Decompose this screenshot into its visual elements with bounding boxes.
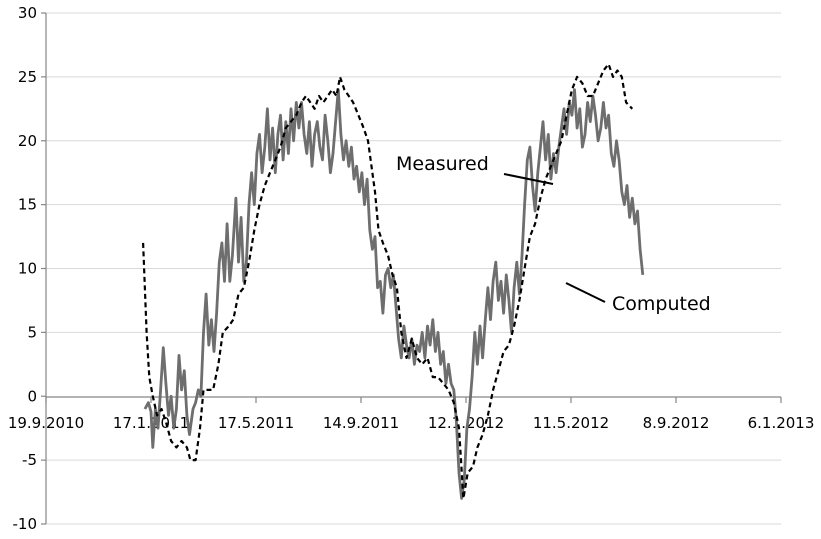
series-line-measured xyxy=(143,88,645,500)
y-tick-label: -5 xyxy=(22,451,37,469)
gridlines xyxy=(46,12,781,525)
y-tick-label: 0 xyxy=(27,387,37,405)
series-line-computed xyxy=(142,62,634,500)
annotation-leader-measured xyxy=(503,173,554,185)
x-tick-label: 11.5.2012 xyxy=(533,414,609,432)
series-group xyxy=(142,62,645,500)
annotation-leader-computed xyxy=(565,282,606,303)
y-tick-label: -10 xyxy=(13,515,38,533)
x-tick-label: 14.9.2011 xyxy=(323,414,399,432)
y-tick-label: 25 xyxy=(18,68,37,86)
x-tick-label: 19.9.2010 xyxy=(8,414,84,432)
annotations: Measured Computed xyxy=(396,153,711,315)
x-tick-label: 17.5.2011 xyxy=(218,414,294,432)
x-tick-label: 6.1.2013 xyxy=(748,414,815,432)
y-tick-label: 15 xyxy=(18,196,37,214)
y-tick-label: 10 xyxy=(18,260,37,278)
y-tick-label: 5 xyxy=(27,323,37,341)
y-tick-label: 20 xyxy=(18,132,37,150)
y-tick-label: 30 xyxy=(18,4,37,22)
annotation-label-measured: Measured xyxy=(396,153,489,175)
annotation-label-computed: Computed xyxy=(612,293,711,315)
x-tick-label: 8.9.2012 xyxy=(643,414,710,432)
